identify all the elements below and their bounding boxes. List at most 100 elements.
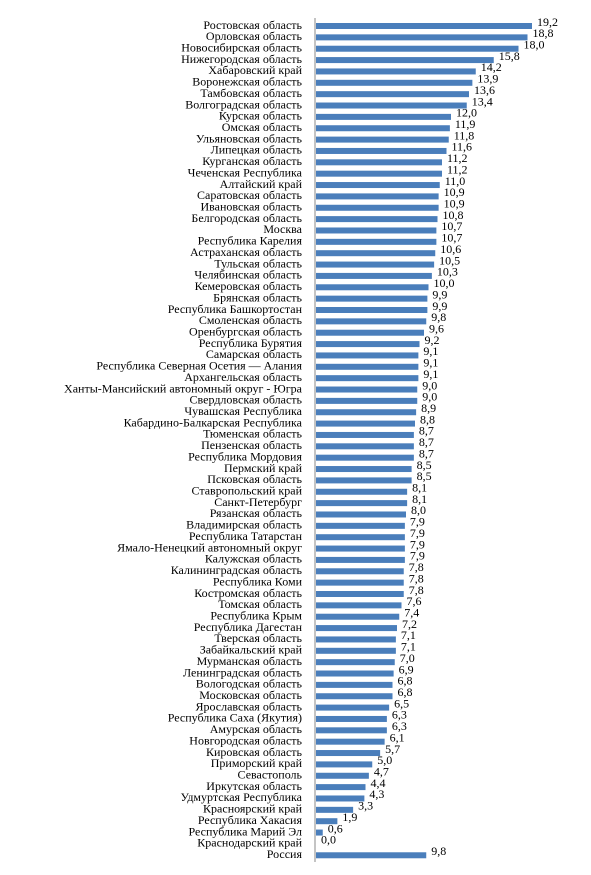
bar — [316, 715, 387, 722]
category-label: Алтайский край — [220, 177, 303, 191]
category-label: Ярославская область — [195, 699, 302, 713]
bar — [316, 761, 373, 768]
value-label: 9,6 — [429, 321, 444, 335]
category-label: Смоленская область — [199, 313, 303, 327]
value-label: 8,1 — [412, 481, 427, 495]
category-label: Республика Мордовия — [188, 449, 302, 463]
value-label: 11,2 — [447, 151, 468, 165]
value-label: 8,0 — [411, 503, 426, 517]
bar — [316, 204, 439, 211]
category-label: Астраханская область — [190, 245, 303, 259]
category-label: Ставропольский край — [191, 484, 302, 498]
bar — [316, 636, 396, 643]
category-label: Новгородская область — [189, 733, 302, 747]
category-label: Хабаровский край — [208, 63, 302, 77]
bar — [316, 477, 412, 484]
bar — [316, 375, 419, 382]
bar — [316, 579, 404, 586]
category-label: Санкт-Петербург — [214, 495, 302, 509]
value-label: 12,0 — [456, 106, 477, 120]
category-label: Пензенская область — [201, 438, 302, 452]
category-label: Мурманская область — [197, 654, 303, 668]
bar — [316, 79, 473, 86]
value-label: 7,6 — [407, 594, 422, 608]
bar — [316, 784, 366, 791]
bar — [316, 829, 323, 836]
value-label: 10,7 — [441, 219, 462, 233]
category-label: Нижегородская область — [181, 52, 302, 66]
bar — [316, 102, 467, 109]
category-label: Тульская область — [214, 256, 302, 270]
bar — [316, 659, 395, 666]
category-label: Республика Саха (Якутия) — [168, 711, 302, 725]
category-label: Тюменская область — [203, 427, 302, 441]
bar — [316, 454, 414, 461]
value-label: 7,9 — [410, 537, 425, 551]
bar — [316, 704, 390, 711]
category-label: Севастополь — [238, 768, 303, 782]
bar — [316, 647, 396, 654]
category-label: Республика Коми — [213, 574, 303, 588]
bar — [316, 409, 417, 416]
bar — [316, 591, 404, 597]
bar — [316, 738, 385, 745]
category-label: Ивановская область — [200, 200, 302, 214]
value-label: 14,2 — [481, 60, 502, 74]
bar — [316, 511, 406, 518]
bar — [316, 795, 365, 802]
value-label: 0,6 — [328, 821, 343, 835]
category-label: Орловская область — [206, 29, 303, 43]
bar — [316, 727, 387, 734]
value-label: 7,2 — [402, 617, 417, 631]
category-label: Москва — [263, 222, 302, 236]
bar — [316, 216, 438, 223]
category-label: Ростовская область — [203, 18, 302, 32]
category-label: Чувашская Республика — [184, 404, 302, 418]
value-label: 6,8 — [398, 674, 413, 688]
category-label: Новосибирская область — [181, 40, 302, 54]
value-label: 13,4 — [472, 94, 493, 108]
value-label: 10,6 — [440, 242, 461, 256]
value-label: 18,0 — [524, 37, 545, 51]
value-label: 7,9 — [410, 515, 425, 529]
bar — [316, 136, 449, 143]
category-label: Московская область — [199, 688, 302, 702]
category-label: Краснодарский край — [197, 836, 302, 850]
value-label: 6,8 — [398, 685, 413, 699]
category-label: Республика Башкортостан — [168, 302, 303, 316]
value-label: 11,0 — [445, 174, 466, 188]
bar — [316, 341, 420, 348]
category-label: Республика Хакасия — [198, 813, 303, 827]
bar — [316, 307, 428, 313]
value-label: 10,9 — [444, 197, 465, 211]
value-label: 7,8 — [409, 560, 424, 574]
bar — [316, 125, 450, 132]
category-label: Волгоградская область — [185, 97, 302, 111]
value-label: 1,9 — [342, 810, 357, 824]
value-label: 10,5 — [439, 253, 460, 267]
bar — [316, 568, 404, 575]
value-label: 9,8 — [431, 844, 446, 858]
value-label: 5,7 — [385, 742, 400, 756]
value-label: 6,3 — [392, 719, 407, 733]
bar — [316, 68, 476, 75]
category-label: Удмуртская Республика — [181, 790, 303, 804]
value-label: 9,1 — [423, 356, 438, 370]
bar — [316, 488, 408, 495]
bar — [316, 556, 405, 563]
value-label: 13,9 — [477, 72, 498, 86]
bar — [316, 295, 428, 302]
category-label: Томская область — [218, 597, 302, 611]
bar — [316, 238, 437, 245]
value-label: 7,1 — [401, 628, 416, 642]
category-label: Республика Дагестан — [194, 620, 303, 634]
category-label: Республика Татарстан — [189, 529, 303, 543]
value-label: 10,0 — [434, 276, 455, 290]
category-label: Кабардино-Балкарская Республика — [124, 415, 303, 429]
value-label: 19,2 — [537, 15, 558, 29]
category-label: Кемеровская область — [195, 279, 303, 293]
value-label: 5,0 — [377, 753, 392, 767]
bar — [316, 363, 419, 370]
bar — [316, 852, 427, 859]
value-label: 9,0 — [422, 390, 437, 404]
